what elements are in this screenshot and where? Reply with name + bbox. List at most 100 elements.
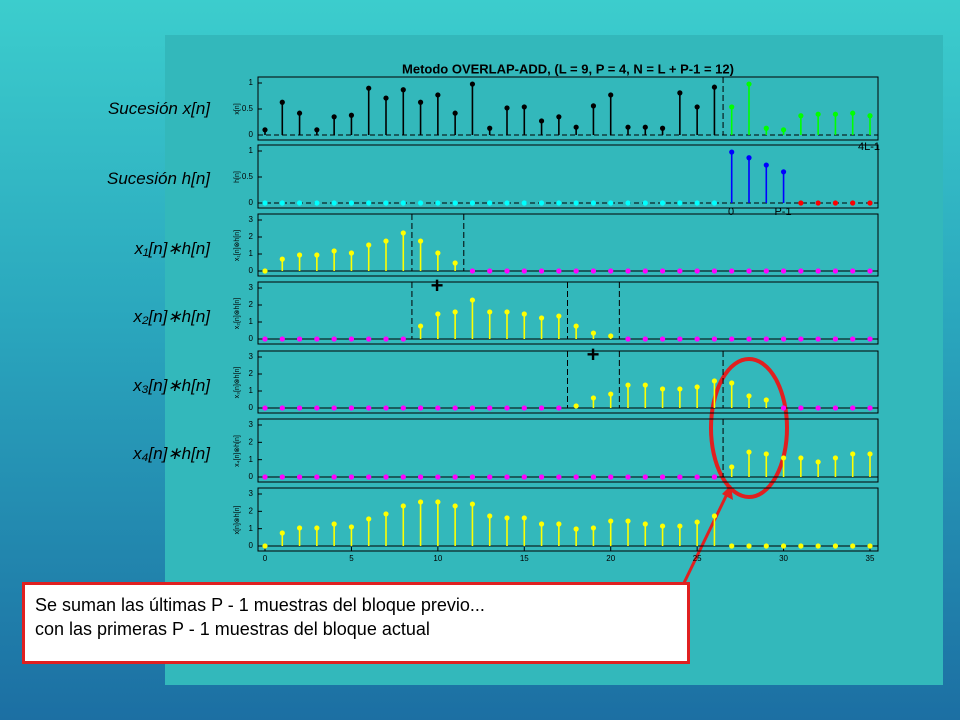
stem: [625, 200, 631, 206]
stem-dot: [850, 405, 856, 411]
stem: [694, 474, 700, 480]
stem-dot: [832, 336, 839, 342]
stem-dot: [746, 155, 752, 161]
stem: [867, 405, 873, 411]
stem-dot: [590, 474, 597, 480]
stem: [469, 268, 476, 274]
stem: [798, 405, 804, 411]
stem-dot: [400, 405, 406, 411]
stem-dot: [780, 169, 787, 175]
stem: [556, 313, 562, 339]
y-tick-label: 0.5: [242, 104, 254, 113]
stem-dot: [815, 543, 821, 549]
stem-dot: [538, 474, 545, 480]
stem-dot: [296, 525, 303, 531]
stem: [452, 260, 458, 271]
stem-dot: [400, 200, 406, 206]
stem: [763, 543, 769, 549]
stem-dot: [521, 405, 527, 411]
y-axis-label: h[n]: [234, 171, 241, 183]
plot-frame: [257, 418, 879, 483]
stem-dot: [279, 405, 285, 411]
stem-dot: [314, 127, 320, 133]
stem-dot: [677, 200, 683, 206]
x-tick-label: 5: [349, 554, 354, 563]
stem-dot: [279, 99, 285, 105]
stem-dot: [331, 200, 337, 206]
chart-title: Metodo OVERLAP-ADD, (L = 9, P = 4, N = L…: [402, 61, 734, 76]
stem: [608, 200, 614, 206]
stem-dot: [556, 474, 562, 480]
stem-dot: [729, 149, 735, 155]
stem-dot: [815, 336, 821, 342]
stem-dot: [538, 200, 545, 206]
stem-dot: [625, 268, 631, 274]
stem-dot: [366, 474, 372, 480]
stem: [850, 405, 856, 411]
stem: [417, 238, 424, 271]
stem: [608, 92, 614, 135]
stem-dot: [642, 200, 648, 206]
stem-dot: [711, 268, 718, 274]
stem: [504, 309, 510, 339]
stem: [279, 99, 285, 135]
stem: [867, 113, 873, 135]
stem: [556, 114, 562, 135]
stem: [348, 524, 355, 546]
stem-dot: [659, 336, 666, 342]
stem-dot: [850, 200, 856, 206]
stem: [642, 200, 648, 206]
stem-dot: [746, 81, 752, 87]
annotation: P-1: [774, 206, 791, 218]
stem-dot: [763, 162, 769, 168]
stem-dot: [608, 518, 614, 524]
stem: [400, 230, 406, 271]
stem-dot: [366, 242, 372, 248]
stem-dot: [262, 543, 268, 549]
stem-dot: [711, 378, 718, 384]
stem: [504, 268, 510, 274]
stem-dot: [400, 474, 406, 480]
stem-dot: [798, 455, 804, 461]
stem-dot: [608, 92, 614, 98]
stem: [262, 268, 268, 274]
stem: [331, 521, 337, 546]
stem-dot: [729, 543, 735, 549]
stem: [659, 523, 666, 546]
stem: [815, 543, 821, 549]
stem: [279, 200, 285, 206]
stem: [573, 268, 579, 274]
stem-dot: [694, 336, 700, 342]
stem-dot: [608, 333, 614, 339]
stem: [746, 336, 752, 342]
stem-dot: [832, 200, 839, 206]
stem: [798, 268, 804, 274]
stem: [763, 162, 769, 203]
stem: [331, 336, 337, 342]
stem-dot: [383, 474, 389, 480]
stem: [538, 118, 545, 135]
stem: [850, 543, 856, 549]
stem-dot: [348, 200, 355, 206]
stem-dot: [832, 455, 839, 461]
stem: [279, 405, 285, 411]
stem: [832, 200, 839, 206]
y-tick-label: 3: [249, 283, 254, 292]
stem-dot: [452, 474, 458, 480]
stem: [504, 474, 510, 480]
stem: [573, 200, 579, 206]
stem: [348, 112, 355, 135]
stem: [677, 268, 683, 274]
stem-dot: [608, 268, 614, 274]
stem-dot: [711, 513, 718, 519]
stem: [487, 309, 493, 339]
stem: [590, 395, 597, 408]
stem-dot: [798, 268, 804, 274]
stem-dot: [608, 474, 614, 480]
stem-dot: [642, 268, 648, 274]
stem: [659, 474, 666, 480]
stem: [780, 127, 787, 135]
stem: [780, 543, 787, 549]
stem: [573, 474, 579, 480]
stem: [383, 405, 389, 411]
